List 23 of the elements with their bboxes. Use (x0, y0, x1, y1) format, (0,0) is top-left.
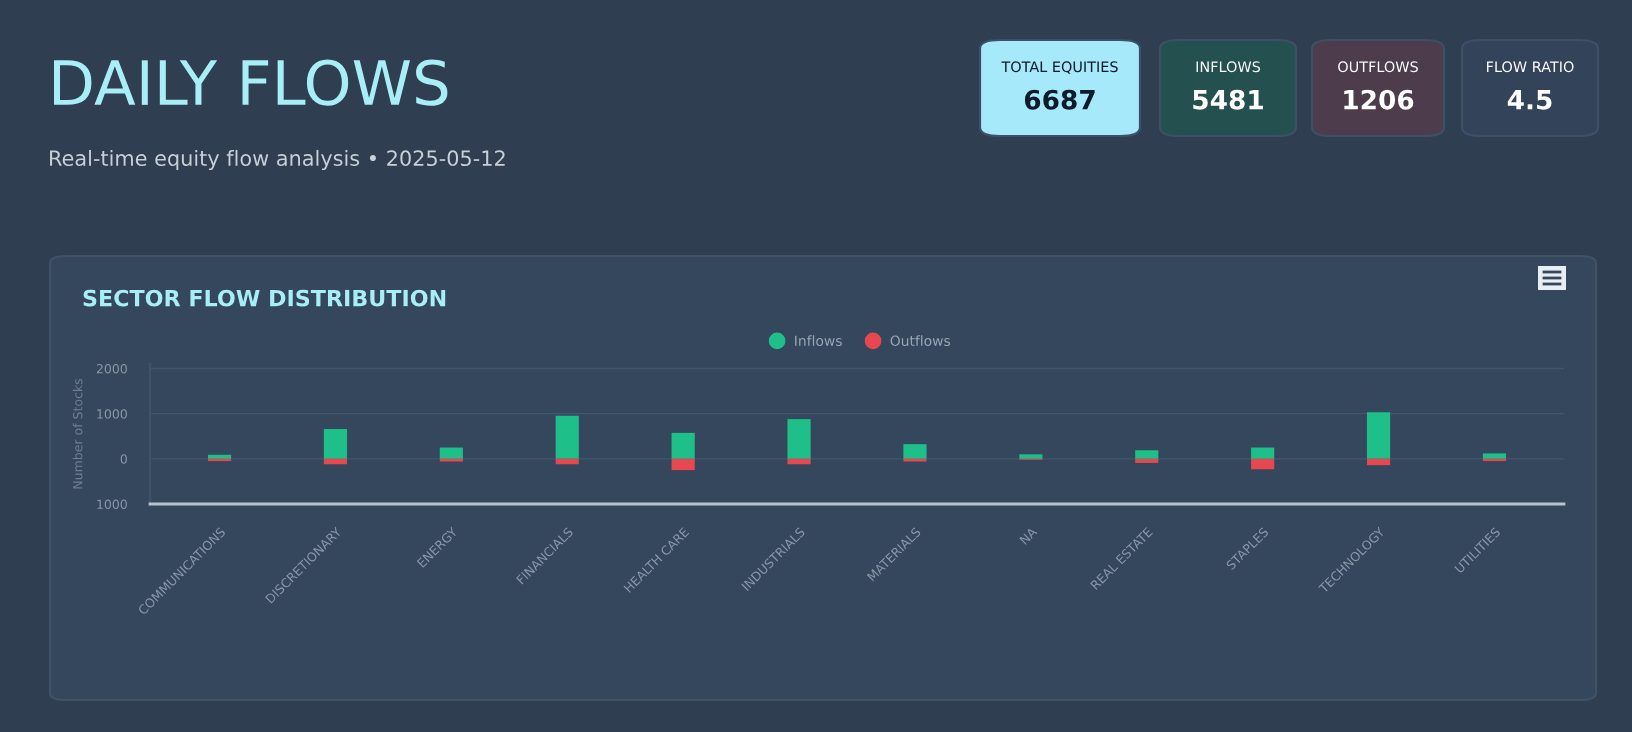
text: 4.5 (1507, 90, 1552, 110)
bar (1366, 458, 1391, 466)
text: 6687 (1024, 89, 1095, 110)
bar (555, 415, 579, 459)
bar (1366, 412, 1391, 459)
bar (671, 458, 695, 471)
text: DAILY FLOWS (54, 59, 448, 106)
chart-title: SECTOR FLOW DISTRIBUTION (83, 289, 446, 307)
bar (1482, 453, 1507, 459)
bar (439, 447, 463, 459)
bar (1135, 450, 1159, 459)
bar (323, 429, 348, 459)
text: Real-time equity flow analysis • 2025-05-12 (50, 149, 505, 171)
bar (323, 458, 348, 465)
bar (555, 458, 579, 465)
bar (787, 419, 811, 459)
text: 5481 (1193, 89, 1263, 110)
bar (903, 444, 927, 459)
bar (671, 432, 695, 459)
bar (1251, 447, 1275, 459)
text: 1206 (1344, 89, 1414, 110)
bar (1251, 458, 1275, 470)
bar (787, 458, 811, 465)
